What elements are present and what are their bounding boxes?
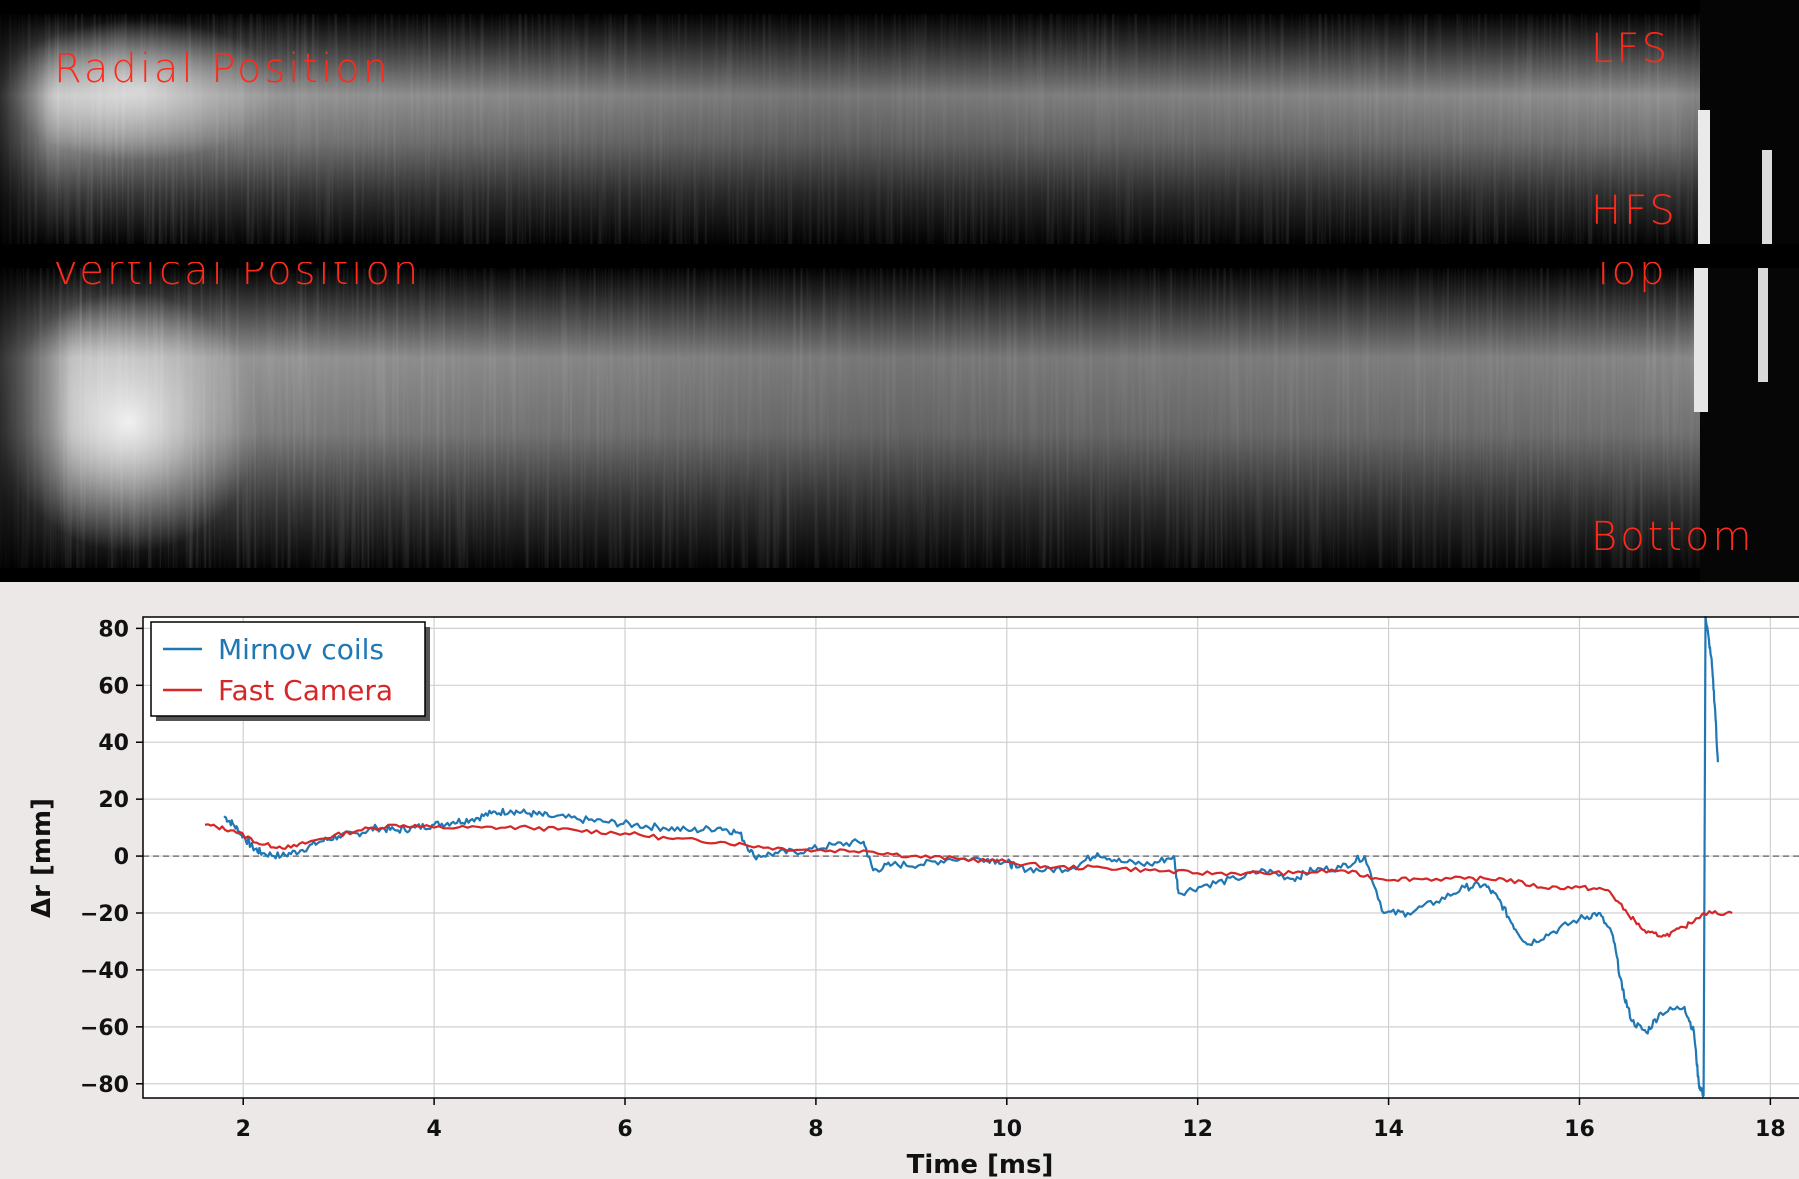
x-tick-label: 18: [1755, 1117, 1786, 1142]
x-tick-label: 4: [426, 1117, 441, 1142]
y-axis-label: Δr [mm]: [27, 798, 57, 918]
series-line-fast-camera: [204, 823, 1733, 938]
y-tick-label: −20: [80, 902, 129, 927]
bottom-label: Bottom: [1591, 514, 1755, 560]
x-axis-label: Time [ms]: [907, 1150, 1054, 1179]
x-tick-label: 12: [1182, 1117, 1213, 1142]
x-tick-label: 8: [808, 1117, 823, 1142]
vertical-position-panel: Vertical Position Top Bottom: [0, 262, 1799, 582]
y-tick-label: −60: [80, 1016, 129, 1041]
y-tick-label: 60: [98, 674, 129, 699]
vertical-intensity-image: [0, 262, 1799, 582]
series-line-mirnov-coils: [223, 615, 1719, 1098]
radial-intensity-image: [0, 0, 1799, 262]
legend: Mirnov coils Fast Camera: [150, 621, 430, 721]
y-tick-label: 20: [98, 788, 129, 813]
y-tick-label: −40: [80, 959, 129, 984]
lfs-label: LFS: [1591, 26, 1670, 72]
x-tick-label: 6: [617, 1117, 632, 1142]
y-tick-label: 80: [98, 617, 129, 642]
x-tick-label: 10: [991, 1117, 1022, 1142]
y-tick-label: −80: [80, 1073, 129, 1098]
x-tick-label: 16: [1564, 1117, 1595, 1142]
line-chart-panel: 2 4 6 8 10 12 14 16 18 −80 −60 −40 −20 0 20 40 60 80 Time…: [0, 582, 1799, 1179]
x-tick-label: 14: [1373, 1117, 1404, 1142]
x-tick-label: 2: [236, 1117, 251, 1142]
legend-entry-label: Mirnov coils: [218, 633, 384, 666]
hfs-label: HFS: [1591, 188, 1678, 234]
y-tick-label: 0: [114, 845, 129, 870]
plot-frame: [142, 616, 1799, 1099]
legend-entry-label: Fast Camera: [218, 674, 393, 707]
y-tick-label: 40: [98, 731, 129, 756]
vertical-position-label: Vertical Position: [52, 262, 422, 294]
line-chart: 2 4 6 8 10 12 14 16 18 −80 −60 −40 −20 0 20 40 60 80 Time…: [27, 615, 1799, 1179]
radial-position-panel: Radial Position LFS HFS: [0, 0, 1799, 262]
radial-position-label: Radial Position: [54, 46, 392, 92]
top-label: Top: [1591, 262, 1668, 294]
legend-box: [150, 621, 426, 717]
